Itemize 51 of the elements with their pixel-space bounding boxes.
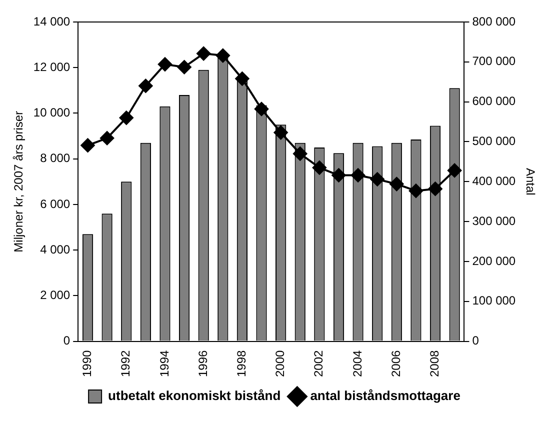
x-tick-label: 2004: [350, 350, 364, 378]
y2-tick-label: 200 000: [472, 254, 516, 268]
point: [216, 48, 230, 63]
y-tick-label: 6 000: [40, 196, 70, 211]
legend-label: utbetalt ekonomiskt bistånd: [108, 388, 281, 404]
x-tick-label: 1998: [234, 350, 249, 378]
point: [138, 78, 153, 93]
y2-tick-label: 700 000: [472, 54, 516, 68]
x-tick-label: 2006: [388, 350, 403, 378]
y2-tick-label: 600 000: [472, 94, 516, 108]
y-tick-label: 12 000: [33, 60, 70, 74]
point: [408, 184, 423, 198]
legend-label: antal biståndsmottagare: [310, 388, 460, 404]
y2-tick-label: 100 000: [472, 294, 516, 308]
y-tick-label: 0: [63, 334, 70, 348]
point: [100, 131, 114, 146]
y2-tick-label: 800 000: [472, 14, 516, 28]
x-tick-label: 2008: [428, 350, 442, 378]
y-tick-label: 4 000: [40, 242, 70, 256]
point: [119, 110, 134, 125]
point: [235, 72, 250, 86]
point: [370, 172, 384, 186]
point: [390, 177, 404, 192]
x-tick-label: 1996: [196, 350, 210, 378]
point: [293, 146, 308, 161]
y-axis-title: Miljoner kr, 2007 års priser: [12, 110, 26, 252]
y-tick-label: 10 000: [33, 106, 70, 120]
point: [80, 138, 95, 152]
point: [428, 182, 442, 196]
x-tick-label: 2002: [312, 350, 326, 378]
x-tick-label: 1992: [118, 350, 133, 378]
point: [158, 57, 172, 72]
point: [254, 102, 269, 116]
point: [448, 163, 462, 178]
y-tick-label: 8 000: [40, 151, 70, 166]
y2-tick-label: 500 000: [472, 134, 516, 148]
point: [274, 126, 288, 140]
y2-axis-title: Antal: [523, 168, 538, 196]
y-tick-label: 2 000: [40, 288, 70, 302]
point: [312, 160, 326, 175]
y2-tick-label: 0: [472, 334, 480, 348]
x-tick-label: 1994: [157, 350, 172, 378]
point: [177, 60, 192, 74]
y2-tick-label: 300 000: [472, 214, 516, 228]
point: [332, 168, 346, 182]
point: [351, 168, 366, 182]
x-tick-label: 1990: [80, 350, 94, 378]
x-tick-label: 2000: [273, 350, 288, 378]
y-tick-label: 14 000: [33, 14, 70, 28]
y2-tick-label: 400 000: [472, 174, 516, 188]
point: [196, 46, 211, 61]
